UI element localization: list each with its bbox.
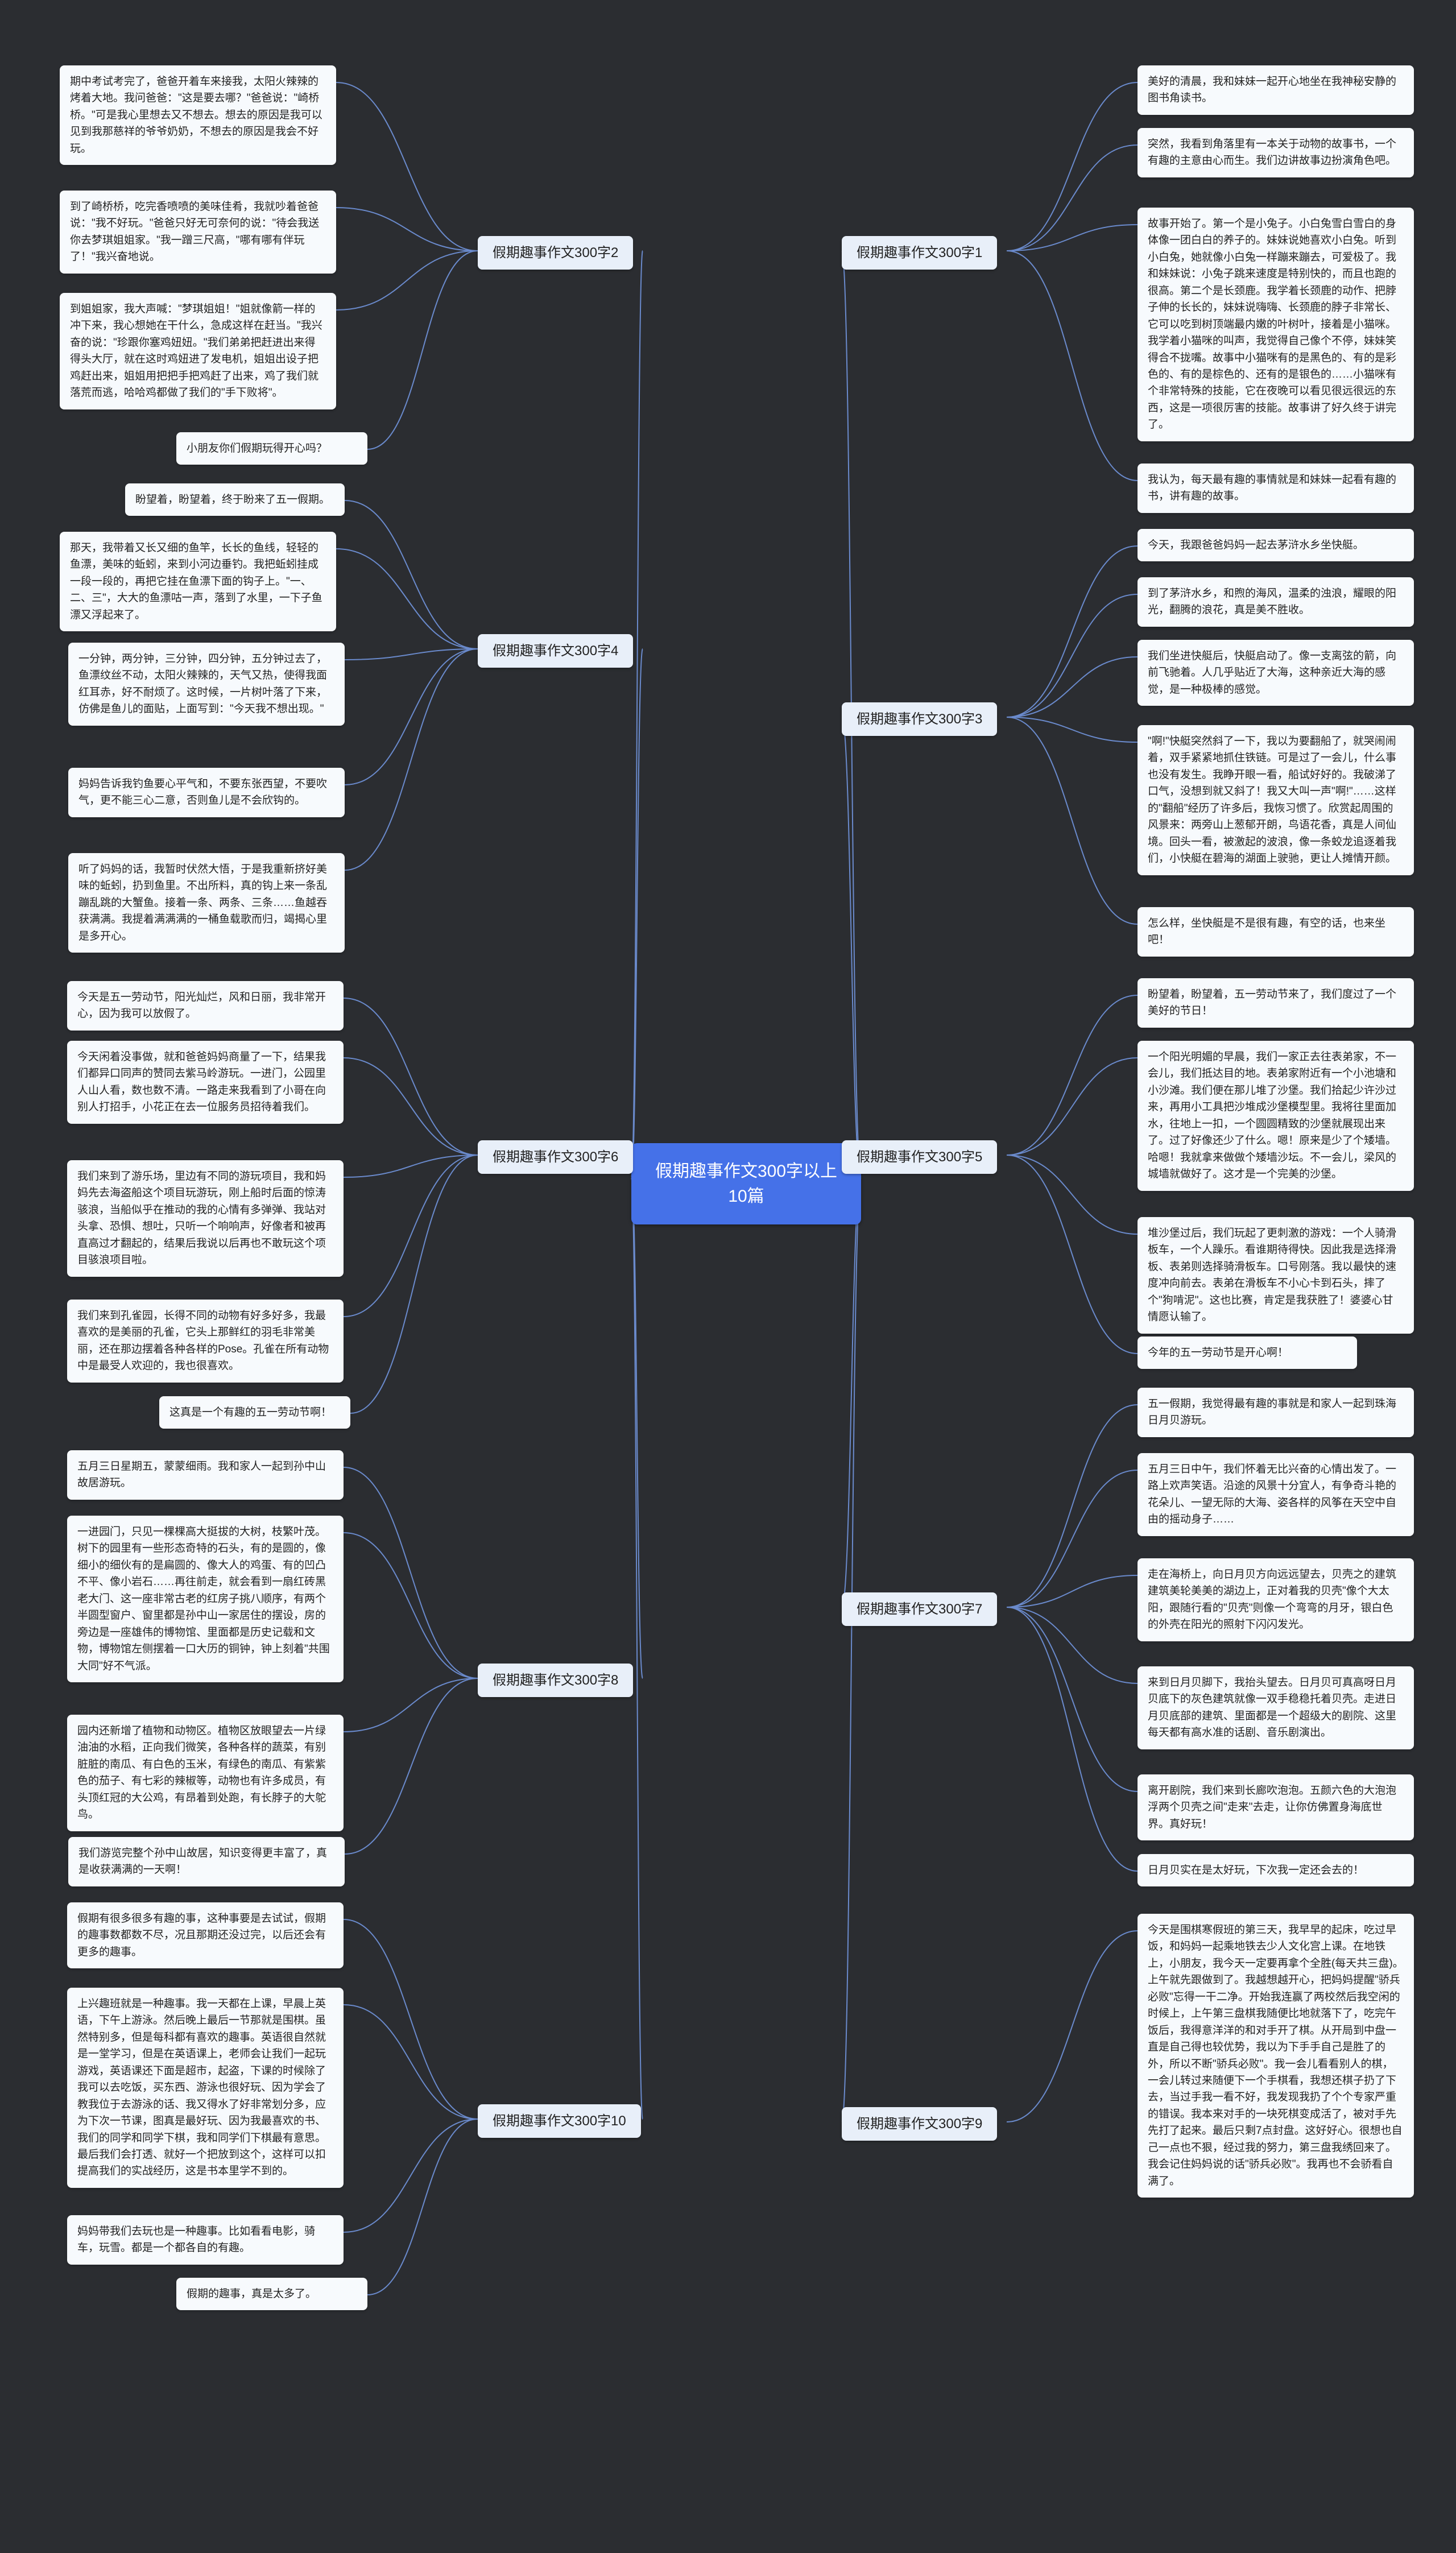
leaf-node: 这真是一个有趣的五一劳动节啊！ (159, 1396, 350, 1429)
leaf-node: 一分钟，两分钟，三分钟，四分钟，五分钟过去了，鱼漂纹丝不动，太阳火辣辣的，天气又… (68, 643, 345, 726)
leaf-node: 我们来到孔雀园，长得不同的动物有好多好多，我最喜欢的是美丽的孔雀，它头上那鲜红的… (67, 1300, 344, 1383)
leaf-node: 怎么样，坐快艇是不是很有趣，有空的话，也来坐吧！ (1138, 907, 1414, 957)
leaf-node: 到姐姐家，我大声喊："梦琪姐姐！"姐就像箭一样的冲下来，我心想她在干什么，急成这… (60, 293, 336, 409)
leaf-node: 美好的清晨，我和妹妹一起开心地坐在我神秘安静的图书角读书。 (1138, 65, 1414, 115)
leaf-node: 今天，我跟爸爸妈妈一起去茅浒水乡坐快艇。 (1138, 529, 1414, 561)
leaf-node: 听了妈妈的话，我暂时伏然大悟，于是我重新挤好美味的蚯蚓，扔到鱼里。不出所料，真的… (68, 853, 345, 953)
branch-node: 假期趣事作文300字7 (842, 1592, 997, 1626)
branch-node: 假期趣事作文300字1 (842, 236, 997, 270)
leaf-node: 今天闲着没事做，就和爸爸妈妈商量了一下，结果我们都异口同声的赞同去紫马岭游玩。一… (67, 1041, 344, 1124)
leaf-node: 堆沙堡过后，我们玩起了更刺激的游戏：一个人骑滑板车，一个人躁乐。看谁期待得快。因… (1138, 1217, 1414, 1334)
branch-node: 假期趣事作文300字10 (478, 2104, 641, 2138)
leaf-node: 一进园门，只见一棵棵高大挺拔的大树，枝繁叶茂。树下的园里有一些形态奇特的石头，有… (67, 1516, 344, 1682)
leaf-node: 五一假期，我觉得最有趣的事就是和家人一起到珠海日月贝游玩。 (1138, 1388, 1414, 1437)
leaf-node: 走在海桥上，向日月贝方向远远望去，贝壳之的建筑建筑美轮美美的湖边上，正对着我的贝… (1138, 1558, 1414, 1641)
leaf-node: 今天是五一劳动节，阳光灿烂，风和日丽，我非常开心，因为我可以放假了。 (67, 981, 344, 1031)
leaf-node: 那天，我带着又长又细的鱼竿，长长的鱼线，轻轻的鱼漂，美味的蚯蚓，来到小河边垂钓。… (60, 532, 336, 631)
leaf-node: 来到日月贝脚下，我抬头望去。日月贝可真高呀日月贝底下的灰色建筑就像一双手稳稳托着… (1138, 1666, 1414, 1749)
leaf-node: 到了茅浒水乡，和煦的海风，温柔的浊浪，耀眼的阳光，翻腾的浪花，真是美不胜收。 (1138, 577, 1414, 627)
leaf-node: 我们坐进快艇后，快艇启动了。像一支离弦的箭，向前飞驰着。人几乎贴近了大海，这种亲… (1138, 640, 1414, 706)
leaf-node: 日月贝实在是太好玩，下次我一定还会去的！ (1138, 1854, 1414, 1886)
leaf-node: 一个阳光明媚的早晨，我们一家正去往表弟家，不一会儿，我们抵达目的地。表弟家附近有… (1138, 1041, 1414, 1191)
leaf-node: 妈妈告诉我钓鱼要心平气和，不要东张西望，不要吹气，更不能三心二意，否则鱼儿是不会… (68, 768, 345, 817)
leaf-node: 到了崎桥桥，吃完香喷喷的美味佳肴，我就吵着爸爸说："我不好玩。"爸爸只好无可奈何… (60, 191, 336, 274)
branch-node: 假期趣事作文300字5 (842, 1140, 997, 1174)
leaf-node: 今年的五一劳动节是开心啊！ (1138, 1337, 1357, 1369)
leaf-node: 妈妈带我们去玩也是一种趣事。比如看看电影，骑车，玩雪。都是一个都各自的有趣。 (67, 2215, 344, 2265)
leaf-node: 离开剧院，我们来到长廊吹泡泡。五颜六色的大泡泡浮两个贝壳之间"走来"去走，让你仿… (1138, 1774, 1414, 1840)
leaf-node: 上兴趣班就是一种趣事。我一天都在上课，早晨上英语，下午上游泳。然后晚上最后一节那… (67, 1988, 344, 2188)
leaf-node: 故事开始了。第一个是小兔子。小白兔雪白雪白的身体像一团白白的养子的。妹妹说她喜欢… (1138, 208, 1414, 441)
leaf-node: 突然，我看到角落里有一本关于动物的故事书，一个有趣的主意由心而生。我们边讲故事边… (1138, 128, 1414, 177)
leaf-node: 期中考试考完了，爸爸开着车来接我，太阳火辣辣的烤着大地。我问爸爸："这是要去哪？… (60, 65, 336, 165)
mindmap-canvas: 假期趣事作文300字以上10篇 假期趣事作文300字2 期中考试考完了，爸爸开着车来… (0, 0, 1456, 2553)
leaf-node: 我们游览完整个孙中山故居，知识变得更丰富了，真是收获满满的一天啊！ (68, 1837, 345, 1886)
leaf-node: 小朋友你们假期玩得开心吗？ (176, 432, 367, 465)
leaf-node: 今天是围棋寒假班的第三天，我早早的起床，吃过早饭，和妈妈一起乘地铁去少人文化宫上… (1138, 1914, 1414, 2198)
branch-node: 假期趣事作文300字2 (478, 236, 633, 270)
branch-node: 假期趣事作文300字6 (478, 1140, 633, 1174)
leaf-node: "啊!"快艇突然斜了一下，我以为要翻船了，就哭闹闹着，双手紧紧地抓住铁链。可是过… (1138, 725, 1414, 875)
leaf-node: 盼望着，盼望着，五一劳动节来了，我们度过了一个美好的节日！ (1138, 978, 1414, 1028)
leaf-node: 盼望着，盼望着，终于盼来了五一假期。 (125, 483, 345, 516)
leaf-node: 假期有很多很多有趣的事，这种事要是去试试，假期的趣事数都数不尽，况且那期还没过完… (67, 1902, 344, 1968)
leaf-node: 我们来到了游乐场，里边有不同的游玩项目，我和妈妈先去海盗船这个项目玩游玩，刚上船… (67, 1160, 344, 1277)
branch-node: 假期趣事作文300字4 (478, 634, 633, 668)
branch-node: 假期趣事作文300字9 (842, 2107, 997, 2141)
leaf-node: 五月三日中午，我们怀着无比兴奋的心情出发了。一路上欢声笑语。沿途的风景十分宜人，… (1138, 1453, 1414, 1536)
center-node: 假期趣事作文300字以上10篇 (631, 1143, 861, 1224)
branch-node: 假期趣事作文300字8 (478, 1664, 633, 1697)
leaf-node: 五月三日星期五，蒙蒙细雨。我和家人一起到孙中山故居游玩。 (67, 1450, 344, 1500)
leaf-node: 假期的趣事，真是太多了。 (176, 2278, 367, 2310)
leaf-node: 我认为，每天最有趣的事情就是和妹妹一起看有趣的书，讲有趣的故事。 (1138, 464, 1414, 513)
leaf-node: 园内还新增了植物和动物区。植物区放眼望去一片绿油油的水稻，正向我们微笑，各种各样… (67, 1715, 344, 1831)
branch-node: 假期趣事作文300字3 (842, 702, 997, 736)
